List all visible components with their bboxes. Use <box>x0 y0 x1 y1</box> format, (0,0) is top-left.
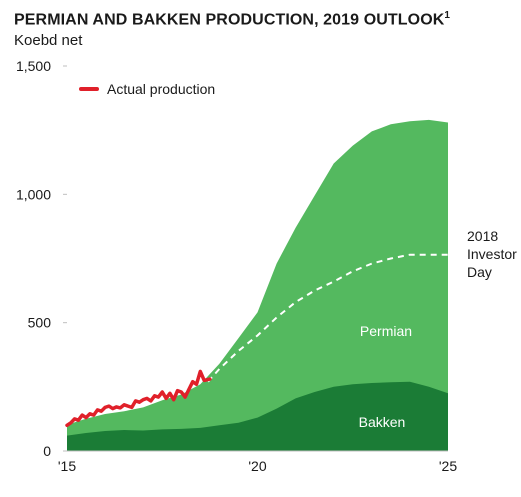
x-tick-label: '15 <box>58 458 76 474</box>
y-tick-label: 0 <box>43 443 51 459</box>
investor-day-label: Investor <box>467 246 517 262</box>
bakken-label: Bakken <box>359 414 406 430</box>
chart-subtitle: Koebd net <box>14 32 83 49</box>
actual-production-line <box>65 369 212 428</box>
y-tick-label: 1,500 <box>16 58 51 74</box>
legend-actual-label: Actual production <box>107 81 215 97</box>
bakken-area <box>67 381 448 451</box>
x-tick-label: '20 <box>248 458 266 474</box>
permian-area <box>67 119 448 452</box>
x-tick-label: '25 <box>439 458 457 474</box>
chart-title-text: PERMIAN AND BAKKEN PRODUCTION, 2019 OUTL… <box>14 11 445 29</box>
title-footnote: 1 <box>444 10 451 21</box>
investor-day-dashed-line <box>207 253 448 383</box>
investor-day-label: 2018 <box>467 228 498 244</box>
chart-title: PERMIAN AND BAKKEN PRODUCTION, 2019 OUTL… <box>14 10 450 29</box>
permian-label: Permian <box>360 323 412 339</box>
y-tick-label: 1,000 <box>16 186 51 202</box>
y-tick-label: 500 <box>28 315 52 331</box>
investor-day-label: Day <box>467 264 492 280</box>
